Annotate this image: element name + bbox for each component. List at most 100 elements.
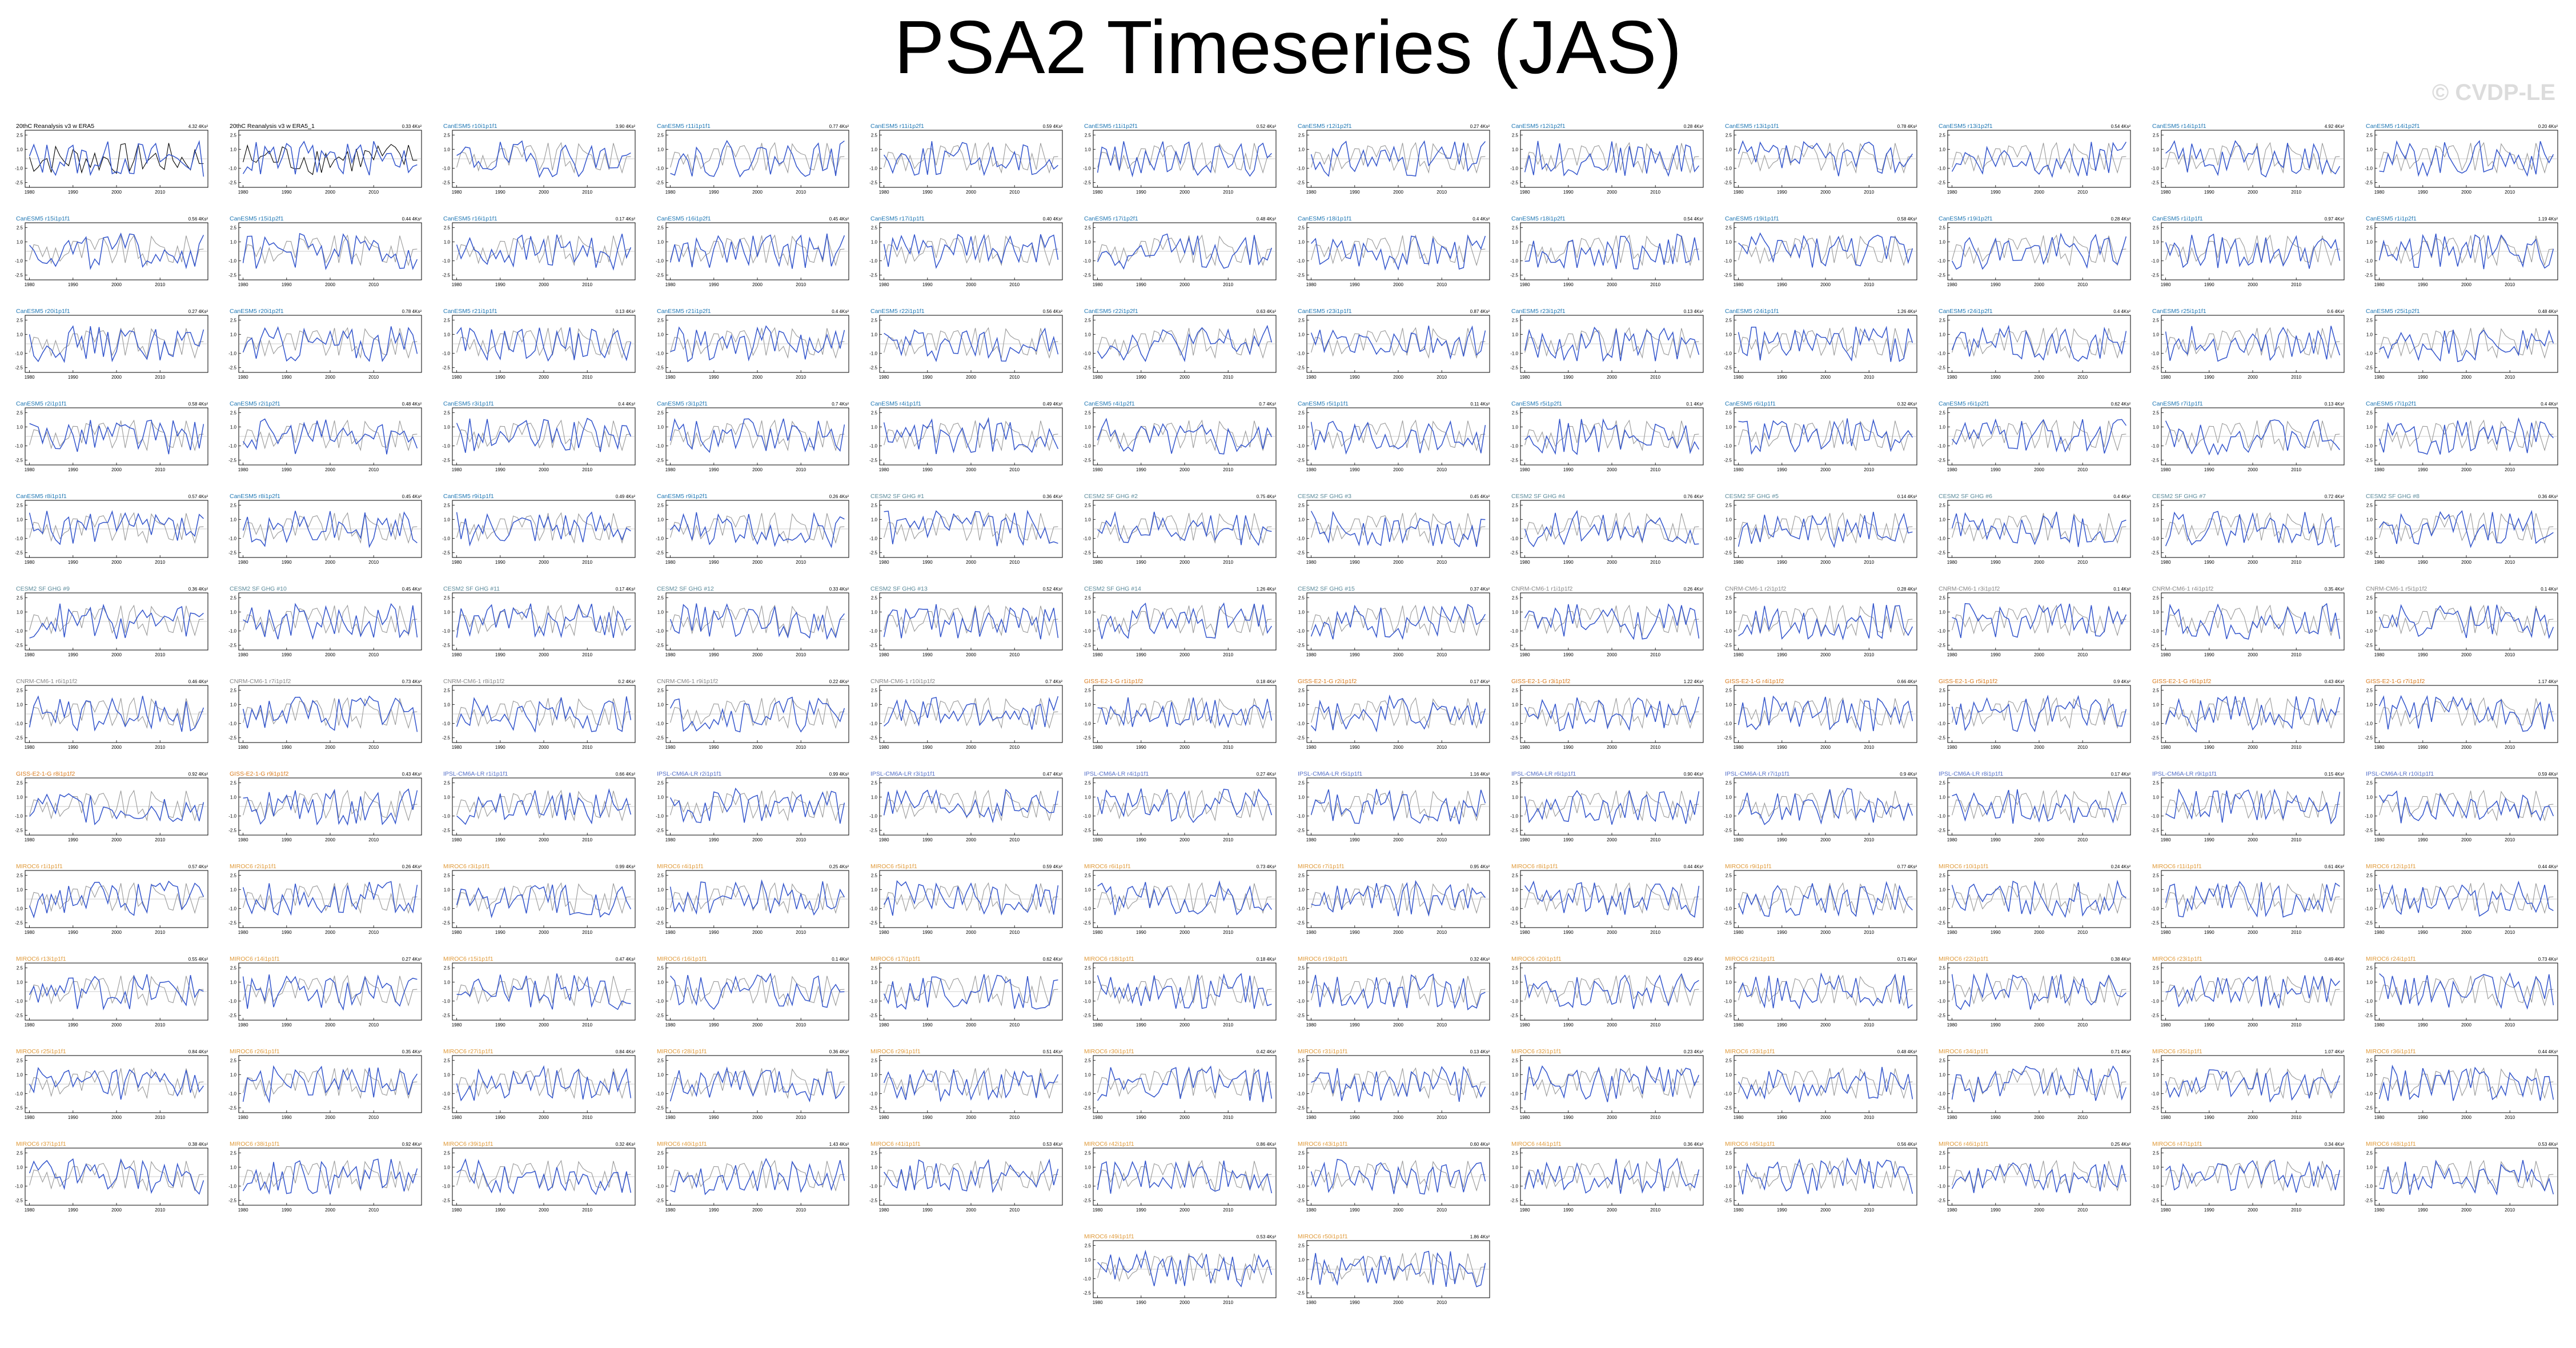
x-tick-label: 1980 bbox=[25, 375, 35, 380]
x-tick-label: 2010 bbox=[582, 652, 592, 657]
observed-series-line bbox=[1524, 974, 1699, 1007]
x-tick-label: 1980 bbox=[1947, 1115, 1957, 1120]
y-tick-label: 2.5 bbox=[2153, 965, 2160, 970]
x-tick-label: 2000 bbox=[2034, 560, 2044, 565]
y-tick-label: -2.5 bbox=[15, 828, 23, 833]
timeseries-panel: IPSL-CM6A-LR r8i1p1f1 0.17 4Ks²2.51.0-1.0… bbox=[1937, 771, 2131, 842]
y-tick-label: 2.5 bbox=[657, 503, 664, 508]
x-tick-label: 1980 bbox=[665, 1207, 676, 1213]
x-tick-label: 1990 bbox=[1563, 375, 1574, 380]
x-tick-label: 2010 bbox=[1650, 930, 1660, 935]
x-tick-label: 2000 bbox=[966, 652, 976, 657]
x-tick-label: 1980 bbox=[1306, 190, 1317, 195]
timeseries-panel: MIROC6 r4i1p1f1 0.25 4Ks²2.51.0-1.0-2.519… bbox=[656, 863, 849, 935]
model-series-line bbox=[1524, 880, 1700, 918]
y-tick-label: -2.5 bbox=[1510, 1013, 1518, 1018]
y-tick-label: -1.0 bbox=[1083, 166, 1091, 171]
observed-series-line bbox=[1952, 1067, 2126, 1100]
x-tick-label: 2010 bbox=[1650, 1022, 1660, 1028]
panel-title: MIROC6 r29i1p1f1 bbox=[870, 1048, 921, 1055]
x-tick-label: 2010 bbox=[582, 930, 592, 935]
panel-title: CNRM-CM6-1 r5i1p1f2 bbox=[2366, 585, 2427, 592]
y-tick-label: 2.5 bbox=[444, 410, 451, 415]
panel-variance: 0.92 4Ks² bbox=[188, 772, 208, 777]
y-tick-label: -1.0 bbox=[15, 906, 23, 912]
x-tick-label: 2000 bbox=[1607, 745, 1617, 750]
timeseries-panel: IPSL-CM6A-LR r9i1p1f1 0.15 4Ks²2.51.0-1.0… bbox=[2151, 771, 2345, 842]
y-tick-label: -1.0 bbox=[1083, 814, 1091, 819]
x-tick-label: 2000 bbox=[1607, 1022, 1617, 1028]
x-tick-label: 2010 bbox=[2077, 190, 2088, 195]
panel-variance: 0.27 4Ks² bbox=[188, 309, 208, 314]
x-tick-label: 2000 bbox=[325, 930, 335, 935]
x-tick-label: 1990 bbox=[282, 1115, 292, 1120]
y-tick-label: 2.5 bbox=[2366, 503, 2373, 508]
x-tick-label: 1980 bbox=[1306, 560, 1317, 565]
y-tick-label: -1.0 bbox=[228, 259, 236, 264]
y-tick-label: 1.0 bbox=[230, 980, 237, 985]
model-series-line bbox=[1310, 511, 1486, 548]
x-tick-label: 1990 bbox=[1563, 560, 1574, 565]
y-tick-label: 1.0 bbox=[17, 332, 23, 337]
y-tick-label: -1.0 bbox=[228, 166, 236, 171]
timeseries-panel: MIROC6 r45i1p1f1 0.56 4Ks²2.51.0-1.0-2.51… bbox=[1724, 1141, 1917, 1213]
observed-series-line bbox=[1524, 512, 1699, 544]
model-series-line bbox=[242, 418, 418, 455]
y-tick-label: -1.0 bbox=[656, 166, 664, 171]
y-tick-label: -2.5 bbox=[442, 921, 450, 926]
y-tick-label: -2.5 bbox=[15, 1013, 23, 1018]
y-tick-label: -2.5 bbox=[228, 458, 236, 463]
y-tick-label: -2.5 bbox=[869, 551, 877, 556]
panel-title: MIROC6 r17i1p1f1 bbox=[870, 956, 921, 962]
y-tick-label: -2.5 bbox=[1724, 1013, 1732, 1018]
observed-series-line bbox=[1311, 604, 1486, 637]
model-series-line bbox=[29, 232, 204, 270]
x-tick-label: 1980 bbox=[665, 375, 676, 380]
y-tick-label: -2.5 bbox=[869, 1198, 877, 1203]
x-tick-label: 2000 bbox=[1820, 745, 1831, 750]
observed-series-line bbox=[884, 882, 1058, 914]
model-series-line bbox=[1952, 789, 2127, 824]
y-tick-label: -2.5 bbox=[1510, 366, 1518, 371]
panel-variance: 0.4 4Ks² bbox=[618, 402, 635, 407]
x-tick-label: 2010 bbox=[155, 375, 165, 380]
x-tick-label: 2000 bbox=[539, 560, 549, 565]
y-tick-label: -1.0 bbox=[656, 259, 664, 264]
y-tick-label: -1.0 bbox=[1297, 166, 1305, 171]
x-tick-label: 1980 bbox=[1520, 930, 1530, 935]
x-tick-label: 2010 bbox=[796, 375, 806, 380]
panel-variance: 0.11 4Ks² bbox=[1470, 402, 1490, 407]
x-tick-label: 2000 bbox=[2248, 1022, 2258, 1028]
y-tick-label: -1.0 bbox=[656, 721, 664, 727]
x-tick-label: 2000 bbox=[325, 190, 335, 195]
observed-series-line bbox=[2165, 604, 2340, 637]
x-tick-label: 2010 bbox=[2291, 467, 2301, 472]
model-series-line bbox=[883, 417, 1059, 455]
y-tick-label: 2.5 bbox=[1726, 780, 1732, 785]
x-tick-label: 2000 bbox=[1820, 467, 1831, 472]
x-tick-label: 1980 bbox=[452, 745, 462, 750]
x-tick-label: 2000 bbox=[1607, 837, 1617, 842]
y-tick-label: -1.0 bbox=[1510, 259, 1518, 264]
x-tick-label: 2000 bbox=[325, 375, 335, 380]
observed-series-line bbox=[2379, 419, 2554, 452]
panel-title: MIROC6 r14i1p1f1 bbox=[230, 956, 280, 962]
y-tick-label: 2.5 bbox=[1726, 133, 1732, 138]
x-tick-label: 1990 bbox=[68, 560, 78, 565]
model-series-line bbox=[1311, 880, 1486, 917]
y-tick-label: 1.0 bbox=[2153, 980, 2160, 985]
panel-title: CanESM5 r10i1p1f1 bbox=[443, 123, 497, 130]
model-series-line bbox=[883, 1069, 1059, 1102]
timeseries-panel: CanESM5 r15i1p1f1 0.56 4Ks²2.51.0-1.0-2.5… bbox=[15, 215, 208, 287]
timeseries-panel: CanESM5 r4i1p2f1 0.7 4Ks²2.51.0-1.0-2.519… bbox=[1083, 400, 1277, 472]
model-series-line bbox=[2165, 603, 2341, 640]
y-tick-label: 2.5 bbox=[230, 503, 237, 508]
x-tick-label: 2010 bbox=[368, 560, 379, 565]
timeseries-panel: MIROC6 r25i1p1f1 0.84 4Ks²2.51.0-1.0-2.51… bbox=[15, 1048, 208, 1120]
x-tick-label: 2010 bbox=[368, 282, 379, 287]
x-tick-label: 2010 bbox=[2291, 1115, 2301, 1120]
y-tick-label: -1.0 bbox=[656, 629, 664, 634]
panel-title: GISS-E2-1-G r9i1p1f2 bbox=[230, 771, 288, 777]
x-tick-label: 2000 bbox=[1820, 560, 1831, 565]
panel-title: MIROC6 r48i1p1f1 bbox=[2366, 1141, 2416, 1148]
